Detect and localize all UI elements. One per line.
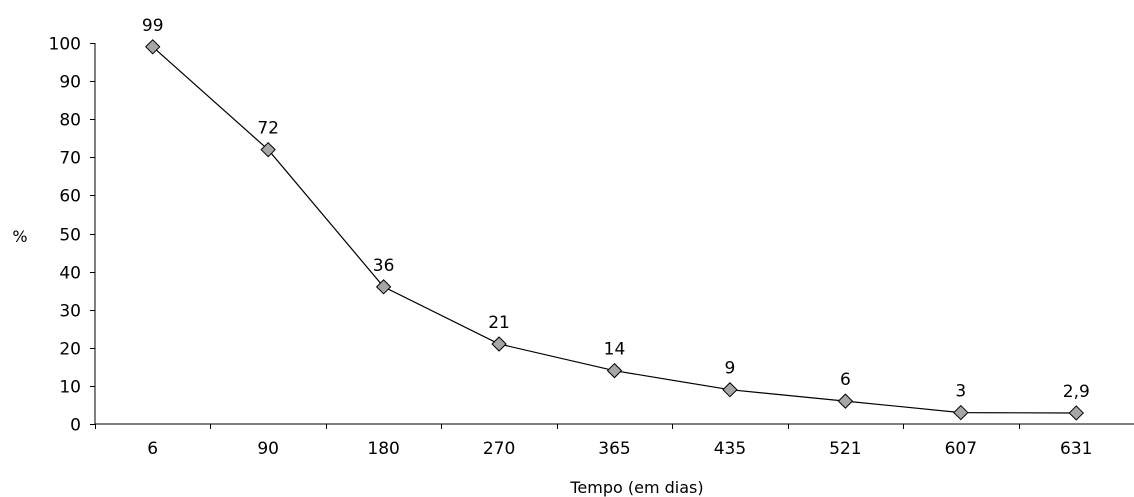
data-label: 99 bbox=[142, 16, 164, 36]
data-point-marker bbox=[837, 393, 854, 409]
data-point-marker bbox=[953, 404, 969, 421]
y-tick-label: 70 bbox=[59, 149, 81, 169]
x-tick-label: 270 bbox=[483, 439, 515, 459]
data-label: 21 bbox=[488, 313, 510, 333]
x-tick-label: 631 bbox=[1060, 439, 1092, 459]
data-point-marker bbox=[375, 279, 392, 295]
x-tick-label: 6 bbox=[147, 439, 158, 459]
y-tick-label: 50 bbox=[59, 226, 81, 246]
y-tick-label: 30 bbox=[59, 302, 81, 322]
data-label: 6 bbox=[840, 370, 851, 390]
data-labels: 99 72 36 21 14 9 6 3 2,9 bbox=[142, 16, 1090, 402]
data-label: 36 bbox=[373, 256, 395, 276]
y-tick-label: 60 bbox=[59, 187, 81, 207]
x-axis-title: Tempo (em dias) bbox=[569, 478, 703, 497]
x-tick-label: 435 bbox=[714, 439, 746, 459]
x-tick-label: 365 bbox=[598, 439, 630, 459]
y-tick-label: 40 bbox=[59, 264, 81, 284]
y-axis-title: % bbox=[12, 227, 27, 246]
data-point-marker bbox=[260, 141, 276, 158]
x-tick-label: 521 bbox=[829, 439, 861, 459]
data-label: 72 bbox=[257, 119, 279, 139]
series-layer bbox=[145, 39, 1084, 421]
data-point-marker bbox=[145, 39, 161, 55]
x-tick-label: 607 bbox=[945, 439, 977, 459]
data-label: 2,9 bbox=[1063, 382, 1090, 402]
x-tick-label: 180 bbox=[367, 439, 399, 459]
y-tick-label: 100 bbox=[49, 35, 81, 55]
data-label: 3 bbox=[955, 382, 966, 402]
data-label: 9 bbox=[725, 359, 736, 379]
data-point-marker bbox=[1068, 405, 1084, 421]
x-tick-label: 90 bbox=[257, 439, 279, 459]
y-tick-label: 20 bbox=[59, 340, 81, 360]
data-point-marker bbox=[606, 362, 623, 379]
data-point-marker bbox=[491, 336, 507, 352]
data-label: 14 bbox=[604, 340, 626, 360]
y-tick-label: 0 bbox=[70, 416, 81, 436]
data-point-marker bbox=[722, 382, 738, 398]
axes: 0 10 20 30 40 50 60 70 80 90 100 6 90 180 270 365 435 521… bbox=[49, 35, 1134, 459]
y-tick-label: 10 bbox=[59, 378, 81, 398]
y-tick-label: 80 bbox=[59, 111, 81, 131]
y-tick-label: 90 bbox=[59, 73, 81, 93]
